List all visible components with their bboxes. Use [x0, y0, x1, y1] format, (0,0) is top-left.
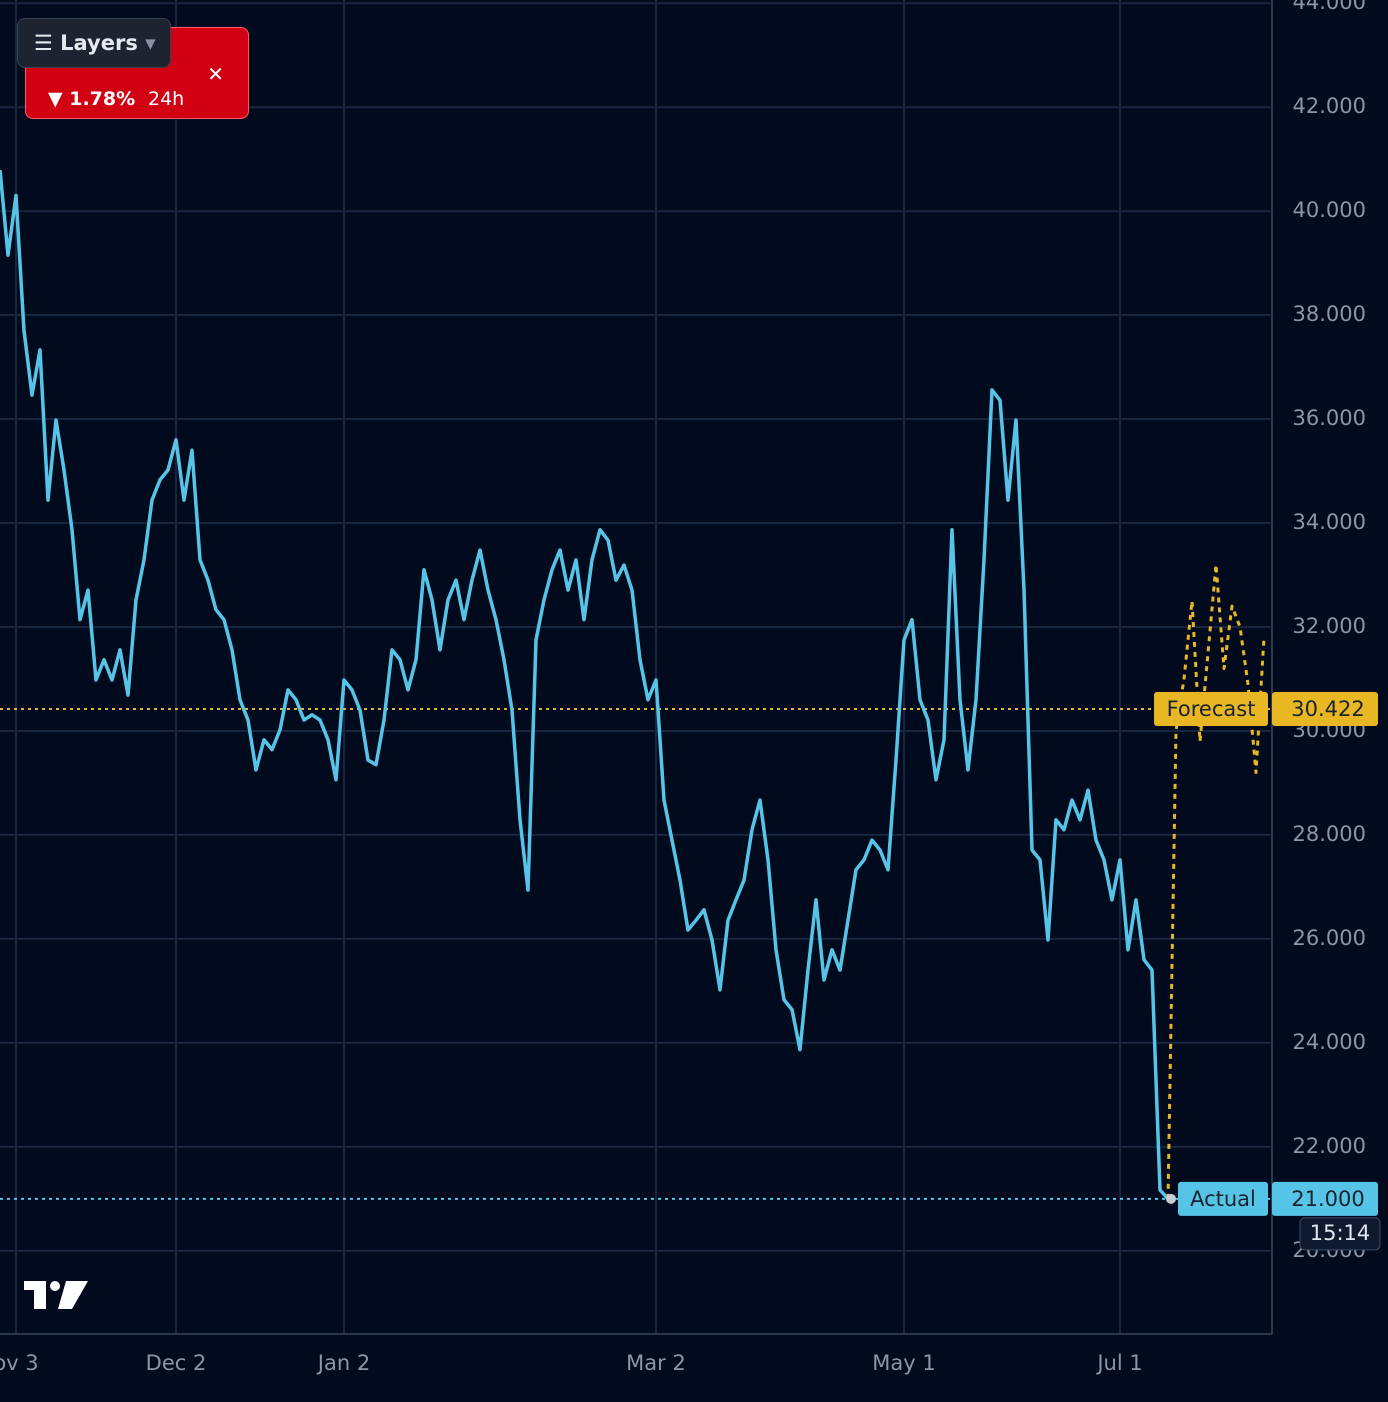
y-tick-label: 28.000 — [1293, 822, 1366, 846]
y-tick-label: 36.000 — [1293, 406, 1366, 430]
countdown: 15:14 — [1310, 1221, 1371, 1245]
change-period: 24h — [148, 88, 185, 110]
x-tick-label: Dec 2 — [146, 1351, 207, 1375]
marker-name-box — [1178, 1181, 1268, 1216]
x-tick-label: ov 3 — [0, 1351, 39, 1375]
y-tick-label: 22.000 — [1293, 1134, 1366, 1158]
marker-value-box — [1272, 1181, 1378, 1216]
y-tick-label: 40.000 — [1293, 198, 1366, 222]
x-tick-label: Jan 2 — [316, 1351, 370, 1375]
tv-logo — [24, 1281, 88, 1309]
y-tick-label: 24.000 — [1293, 1030, 1366, 1054]
x-tick-label: Mar 2 — [626, 1351, 686, 1375]
change-value: 1.78% — [69, 88, 136, 110]
marker-name: Forecast — [1167, 697, 1256, 721]
marker-value-box — [1272, 692, 1378, 727]
x-tick-label: May 1 — [872, 1351, 935, 1375]
layers-button[interactable]: ☰ Layers ▾ — [17, 18, 171, 68]
y-tick-label: 44.000 — [1293, 0, 1366, 14]
marker-value: 30.422 — [1291, 697, 1364, 721]
series-line — [1166, 563, 1266, 1199]
y-tick-label: 42.000 — [1293, 94, 1366, 118]
change: ▼ 1.78% — [48, 88, 136, 110]
marker-name-box — [1154, 692, 1268, 727]
marker-name: Actual — [1190, 1187, 1256, 1211]
grid — [0, 0, 1272, 1334]
y-tick-label: 26.000 — [1293, 926, 1366, 950]
y-tick-label: 34.000 — [1293, 510, 1366, 534]
layers-label: Layers — [60, 31, 138, 55]
countdown-box — [1299, 1217, 1381, 1251]
overlay: 20.00022.00024.00026.00028.00030.00032.0… — [0, 0, 1381, 1375]
last-point — [1166, 1193, 1176, 1204]
y-tick-label: 38.000 — [1293, 302, 1366, 326]
y-tick-label: 32.000 — [1293, 614, 1366, 638]
close-button[interactable]: ✕ — [207, 62, 224, 86]
series-line — [0, 169, 1170, 1201]
marker-value: 21.000 — [1291, 1187, 1364, 1211]
x-tick-label: Jul 1 — [1095, 1351, 1142, 1375]
